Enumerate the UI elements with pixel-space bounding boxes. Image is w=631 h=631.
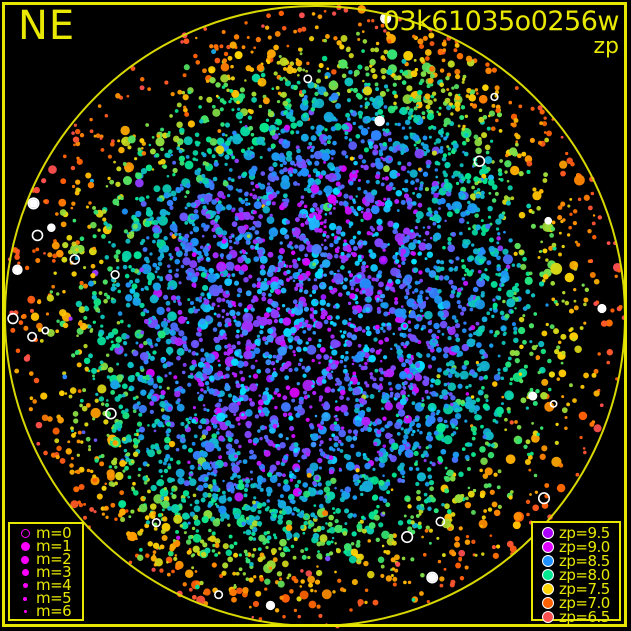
color-swatch-icon bbox=[542, 555, 554, 567]
zeropoint-legend-row: zp=8.5 bbox=[537, 552, 615, 570]
magnitude-legend-row: m=5 bbox=[14, 589, 78, 607]
zeropoint-swatch-cell bbox=[537, 597, 559, 609]
zeropoint-legend-label: zp=8.0 bbox=[559, 566, 610, 584]
filled-circle-icon bbox=[21, 569, 29, 576]
magnitude-legend-row: m=0 bbox=[14, 524, 78, 542]
color-swatch-icon bbox=[542, 583, 554, 595]
zeropoint-legend-row: zp=9.0 bbox=[537, 538, 615, 556]
magnitude-swatch-cell bbox=[14, 610, 36, 613]
zeropoint-swatch-cell bbox=[537, 541, 559, 553]
magnitude-legend-label: m=3 bbox=[36, 563, 72, 581]
magnitude-swatch-cell bbox=[14, 596, 36, 601]
filled-circle-icon bbox=[23, 610, 27, 613]
magnitude-legend-label: m=2 bbox=[36, 550, 72, 568]
magnitude-swatch-cell bbox=[14, 555, 36, 564]
zeropoint-legend-label: zp=9.5 bbox=[559, 524, 610, 542]
zeropoint-legend-row: zp=6.5 bbox=[537, 608, 615, 626]
magnitude-legend-label: m=5 bbox=[36, 589, 72, 607]
filled-circle-icon bbox=[21, 555, 29, 564]
color-swatch-icon bbox=[542, 527, 554, 539]
zeropoint-legend-row: zp=9.5 bbox=[537, 524, 615, 542]
magnitude-legend-label: m=4 bbox=[36, 576, 72, 594]
magnitude-legend-row: m=2 bbox=[14, 550, 78, 568]
zeropoint-legend-label: zp=8.5 bbox=[559, 552, 610, 570]
color-quantity-label: zp bbox=[593, 34, 619, 59]
zeropoint-legend-row: zp=8.0 bbox=[537, 566, 615, 584]
zeropoint-legend-label: zp=6.5 bbox=[559, 608, 610, 626]
magnitude-legend: m=0 m=1 m=2 m=3 m=4 m=5 m=6 bbox=[8, 522, 84, 621]
magnitude-legend-label: m=0 bbox=[36, 524, 72, 542]
color-swatch-icon bbox=[542, 541, 554, 553]
zeropoint-swatch-cell bbox=[537, 527, 559, 539]
color-swatch-icon bbox=[542, 569, 554, 581]
color-swatch-icon bbox=[542, 597, 554, 609]
magnitude-legend-row: m=6 bbox=[14, 602, 78, 620]
magnitude-swatch-cell bbox=[14, 542, 36, 551]
magnitude-legend-label: m=6 bbox=[36, 602, 72, 620]
magnitude-legend-row: m=4 bbox=[14, 576, 78, 594]
filled-circle-icon bbox=[23, 596, 27, 601]
magnitude-legend-row: m=1 bbox=[14, 537, 78, 555]
zeropoint-legend-row: zp=7.5 bbox=[537, 580, 615, 598]
magnitude-swatch-cell bbox=[14, 529, 36, 538]
zeropoint-swatch-cell bbox=[537, 555, 559, 567]
magnitude-legend-label: m=1 bbox=[36, 537, 72, 555]
magnitude-swatch-cell bbox=[14, 583, 36, 588]
filled-circle-icon bbox=[20, 542, 30, 551]
zeropoint-legend-label: zp=7.0 bbox=[559, 594, 610, 612]
direction-label: NE bbox=[18, 3, 76, 49]
color-swatch-icon bbox=[542, 611, 554, 623]
zeropoint-swatch-cell bbox=[537, 569, 559, 581]
magnitude-legend-row: m=3 bbox=[14, 563, 78, 581]
zeropoint-legend-row: zp=7.0 bbox=[537, 594, 615, 612]
zeropoint-swatch-cell bbox=[537, 611, 559, 623]
frame-title: 03k61035o0256w bbox=[382, 6, 620, 37]
zeropoint-legend: zp=9.5 zp=9.0 zp=8.5 zp=8.0 zp=7.5 zp=7.0 zp=6… bbox=[531, 521, 621, 626]
magnitude-swatch-cell bbox=[14, 569, 36, 576]
zeropoint-swatch-cell bbox=[537, 583, 559, 595]
filled-circle-icon bbox=[22, 583, 28, 588]
zeropoint-legend-label: zp=7.5 bbox=[559, 580, 610, 598]
zeropoint-legend-label: zp=9.0 bbox=[559, 538, 610, 556]
open-circle-icon bbox=[20, 529, 30, 538]
